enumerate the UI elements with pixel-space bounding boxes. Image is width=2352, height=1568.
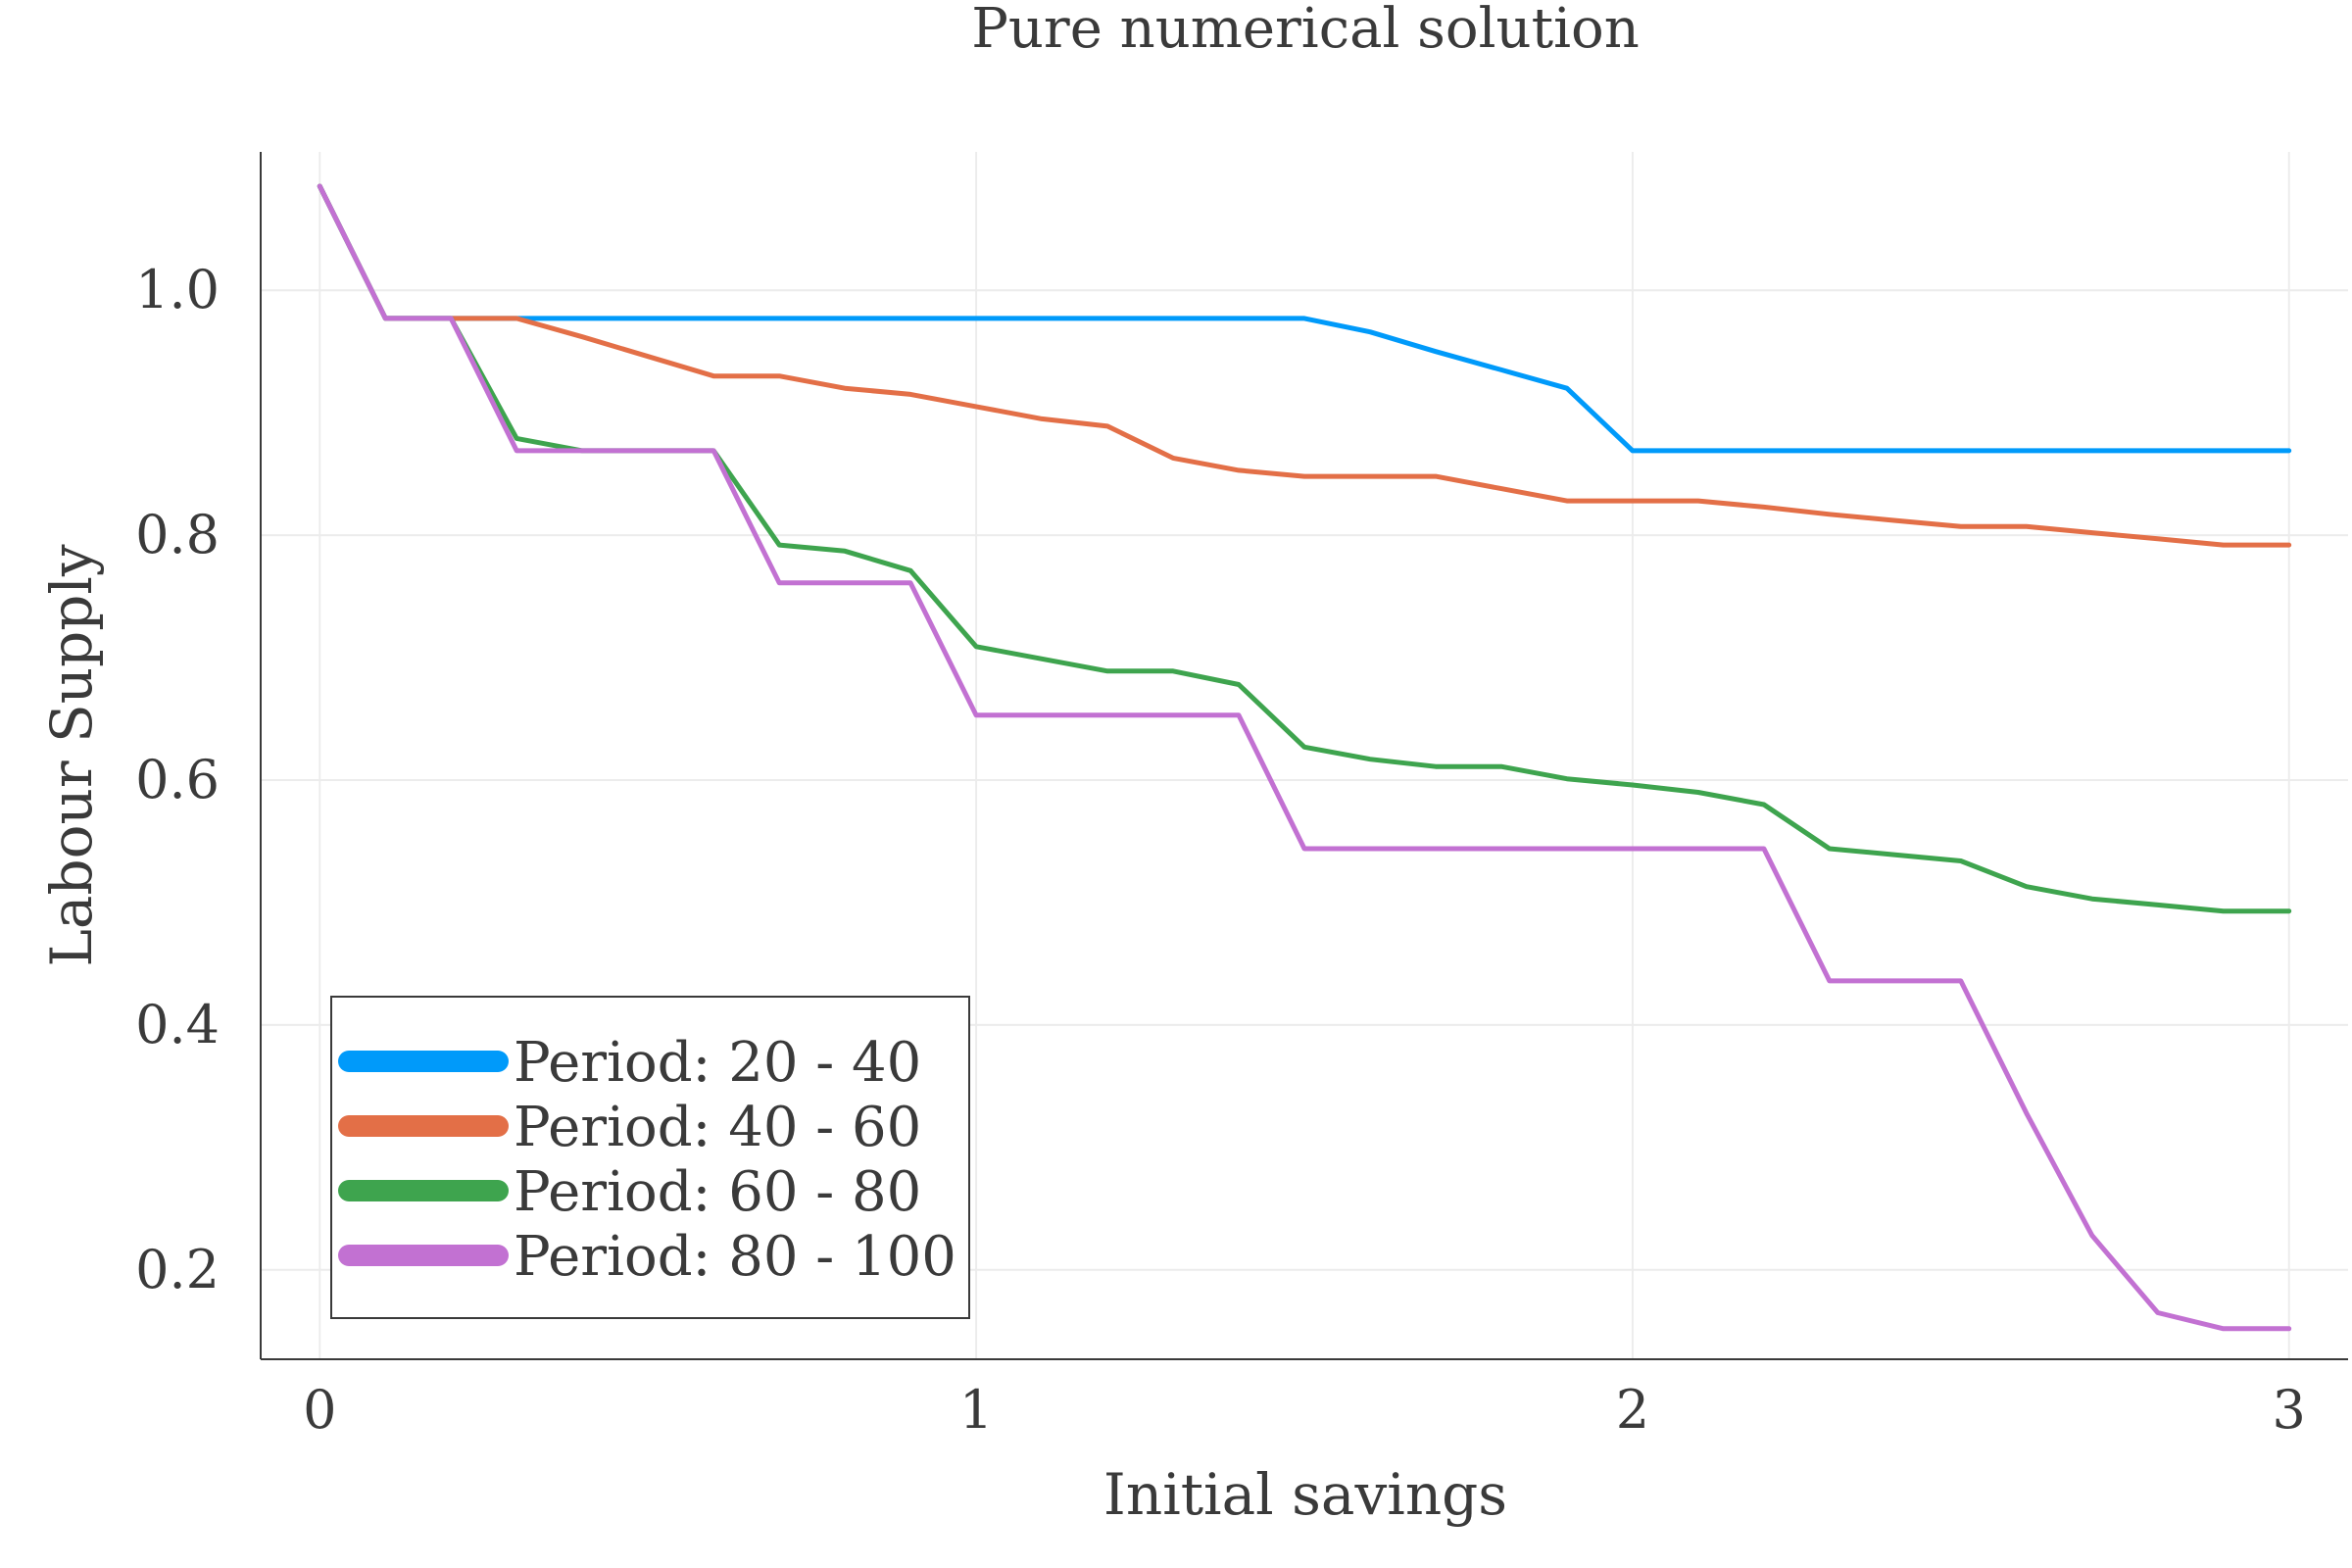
tick-labels: 0 1 2 3 0.2 0.4 0.6 0.8 1.0 (135, 259, 2306, 1441)
x-tick-label: 3 (2273, 1379, 2306, 1441)
y-tick-label: 0.8 (135, 504, 220, 565)
x-tick-label: 1 (959, 1379, 993, 1441)
series-line-3 (317, 183, 2292, 914)
series-line-4 (317, 183, 2292, 1332)
x-axis-title: Initial savings (1103, 1461, 1507, 1528)
x-tick-label: 0 (303, 1379, 336, 1441)
x-tick-label: 2 (1616, 1379, 1649, 1441)
y-tick-label: 0.2 (135, 1239, 220, 1300)
series-lines (317, 183, 2292, 1332)
y-tick-label: 0.6 (135, 749, 220, 810)
y-tick-label: 1.0 (135, 259, 220, 320)
legend-label: Period: 40 - 60 (514, 1096, 921, 1159)
y-axis-title: Labour Supply (38, 544, 105, 967)
y-tick-label: 0.4 (135, 994, 220, 1055)
legend-label: Period: 20 - 40 (514, 1031, 921, 1095)
series-line-1 (317, 183, 2292, 454)
axes (260, 152, 2348, 1360)
series-line-2 (317, 183, 2292, 548)
chart-title: Pure numerical solution (971, 0, 1640, 61)
legend-label: Period: 60 - 80 (514, 1160, 921, 1224)
legend-label: Period: 80 - 100 (514, 1225, 956, 1289)
